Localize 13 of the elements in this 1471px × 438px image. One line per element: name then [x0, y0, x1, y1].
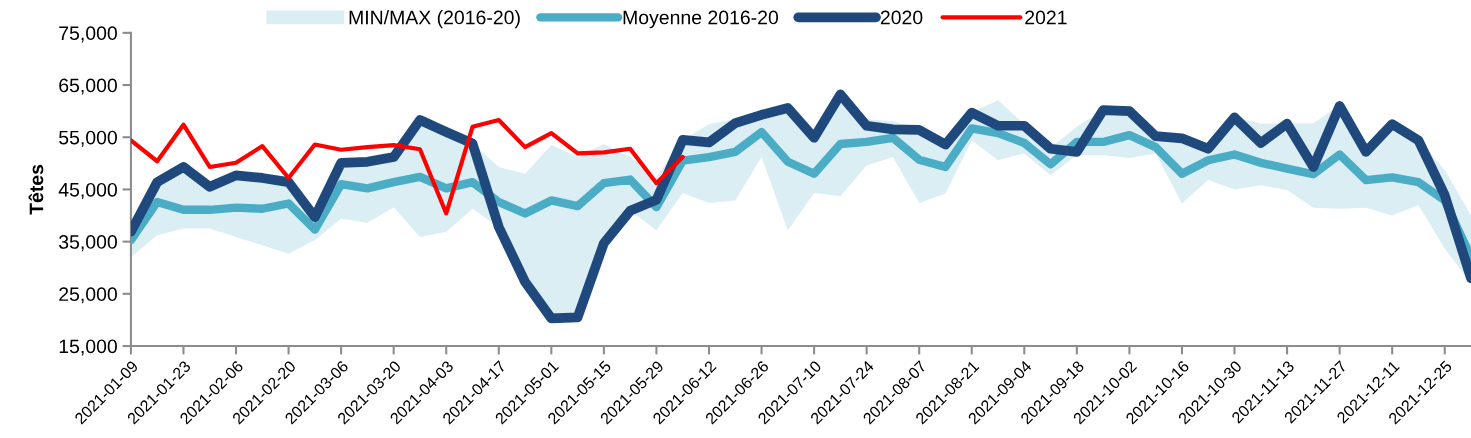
legend-label: MIN/MAX (2016-20) [349, 10, 520, 29]
y-tick-label: 45,000 [58, 182, 117, 199]
y-tick-label: 15,000 [59, 339, 117, 356]
y-tick-label: 65,000 [59, 78, 117, 95]
line-series [130, 117, 685, 216]
y-tick-label: 55,000 [59, 130, 117, 147]
y-tick-label: 75,000 [59, 26, 117, 43]
legend-label: Moyenne 2016-20 [623, 10, 779, 29]
legend-label: 2020 [880, 10, 923, 25]
legend-label: 2021 [1025, 10, 1067, 25]
y-axis-title: Têtes [28, 164, 44, 215]
y-tick-label: 35,000 [59, 235, 117, 252]
y-tick-label: 25,000 [59, 287, 117, 304]
